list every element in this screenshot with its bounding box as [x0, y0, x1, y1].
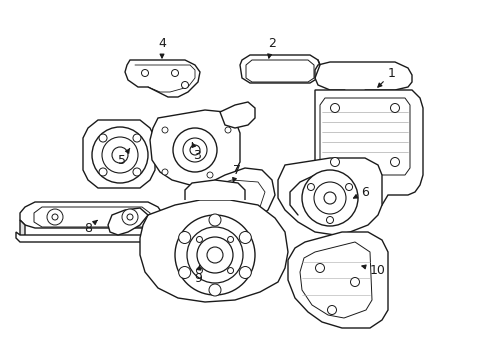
Circle shape — [190, 145, 200, 155]
Polygon shape — [245, 60, 313, 82]
Circle shape — [133, 134, 141, 142]
Circle shape — [206, 247, 223, 263]
Polygon shape — [220, 102, 254, 128]
Circle shape — [390, 104, 399, 112]
Circle shape — [175, 215, 254, 295]
Circle shape — [327, 306, 336, 315]
Circle shape — [127, 214, 133, 220]
Circle shape — [141, 69, 148, 77]
Polygon shape — [319, 98, 409, 175]
Circle shape — [99, 134, 107, 142]
Circle shape — [227, 237, 233, 242]
Text: 5: 5 — [118, 148, 129, 166]
Circle shape — [350, 278, 359, 287]
Polygon shape — [278, 158, 381, 235]
Circle shape — [196, 237, 202, 242]
Polygon shape — [16, 228, 162, 242]
Circle shape — [196, 267, 202, 274]
Circle shape — [92, 127, 148, 183]
Circle shape — [133, 168, 141, 176]
Polygon shape — [287, 232, 387, 328]
Circle shape — [307, 184, 314, 190]
Polygon shape — [218, 180, 264, 215]
Circle shape — [326, 216, 333, 224]
Text: 10: 10 — [361, 264, 385, 276]
Circle shape — [171, 69, 178, 77]
Text: 1: 1 — [377, 67, 395, 87]
Circle shape — [208, 214, 221, 226]
Circle shape — [330, 104, 339, 112]
Circle shape — [239, 231, 251, 243]
Text: 6: 6 — [353, 185, 368, 198]
Polygon shape — [240, 55, 319, 83]
Polygon shape — [125, 60, 200, 97]
Polygon shape — [20, 220, 25, 238]
Polygon shape — [150, 110, 240, 185]
Circle shape — [173, 128, 217, 172]
Text: 2: 2 — [267, 36, 275, 58]
Polygon shape — [314, 90, 422, 208]
Polygon shape — [209, 168, 274, 222]
Circle shape — [313, 182, 346, 214]
Text: 4: 4 — [158, 36, 165, 58]
Circle shape — [302, 170, 357, 226]
Circle shape — [239, 266, 251, 279]
Circle shape — [178, 231, 190, 243]
Polygon shape — [83, 120, 155, 188]
Circle shape — [224, 127, 230, 133]
Circle shape — [47, 209, 63, 225]
Polygon shape — [108, 208, 148, 235]
Circle shape — [99, 168, 107, 176]
Circle shape — [52, 214, 58, 220]
Circle shape — [183, 138, 206, 162]
Text: 7: 7 — [232, 163, 241, 182]
Circle shape — [112, 147, 128, 163]
Circle shape — [206, 172, 213, 178]
Circle shape — [345, 184, 352, 190]
Circle shape — [122, 209, 138, 225]
Circle shape — [315, 264, 324, 273]
Circle shape — [324, 192, 335, 204]
Circle shape — [162, 127, 168, 133]
Circle shape — [390, 158, 399, 166]
Polygon shape — [140, 200, 287, 302]
Polygon shape — [314, 62, 411, 105]
Polygon shape — [299, 242, 371, 318]
Polygon shape — [20, 202, 162, 228]
Circle shape — [186, 227, 243, 283]
Polygon shape — [34, 207, 150, 227]
Circle shape — [330, 158, 339, 166]
Circle shape — [178, 266, 190, 279]
Circle shape — [181, 81, 188, 89]
Polygon shape — [184, 180, 244, 200]
Text: 9: 9 — [194, 266, 202, 284]
Circle shape — [102, 137, 138, 173]
Text: 8: 8 — [84, 220, 97, 234]
Circle shape — [162, 169, 168, 175]
Text: 3: 3 — [192, 143, 201, 162]
Circle shape — [208, 284, 221, 296]
Circle shape — [227, 267, 233, 274]
Circle shape — [197, 237, 232, 273]
